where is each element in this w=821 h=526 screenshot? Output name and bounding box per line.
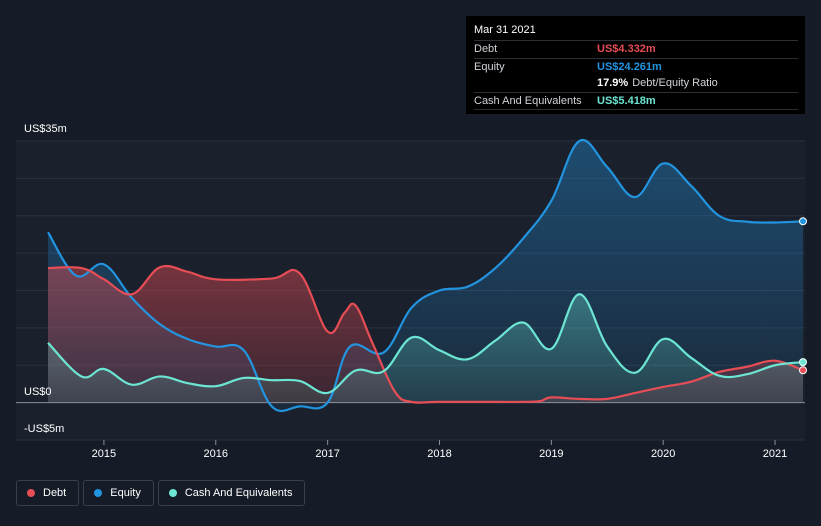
tooltip-row-ratio: 17.9% Debt/Equity Ratio — [474, 75, 798, 92]
x-tick-label: 2015 — [92, 448, 116, 460]
legend-label: Cash And Equivalents — [184, 487, 293, 499]
y-axis-label: US$0 — [24, 386, 52, 398]
legend-item-equity[interactable]: Equity — [83, 480, 154, 506]
legend-dot-icon — [168, 489, 177, 497]
y-axis-label: -US$5m — [24, 423, 64, 435]
legend-item-cash-and-equivalents[interactable]: Cash And Equivalents — [157, 480, 306, 506]
tooltip-row-value: US$5.418m — [597, 94, 656, 107]
tooltip-ratio-note: Debt/Equity Ratio — [632, 77, 718, 90]
endpoint-debt — [799, 366, 807, 375]
y-axis-label: US$35m — [24, 123, 67, 135]
area-debt — [48, 266, 803, 403]
endpoint-cash-and-equivalents — [799, 358, 807, 367]
line-debt — [47, 264, 804, 404]
tooltip-row-value: US$24.261m — [597, 60, 662, 73]
tooltip-row-label: Equity — [474, 60, 505, 73]
legend-dot-icon — [27, 489, 35, 497]
line-cash-and-equivalents — [47, 293, 804, 395]
x-tick-label: 2021 — [763, 448, 787, 460]
legend: Debt Equity Cash And Equivalents — [16, 480, 306, 506]
line-equity — [47, 138, 804, 413]
series-endpoints — [799, 217, 807, 375]
legend-label: Equity — [110, 487, 141, 499]
x-tick-label: 2016 — [204, 448, 228, 460]
x-tick-label: 2017 — [315, 448, 339, 460]
tooltip-row-equity: Equity US$24.261m — [474, 57, 798, 76]
tooltip-row-cash: Cash And Equivalents US$5.418m — [474, 91, 798, 110]
tooltip-row-value: US$4.332m — [597, 43, 656, 56]
area-cash-and-equivalents — [48, 294, 803, 403]
series-lines — [47, 138, 804, 413]
y-axis-labels: US$35m US$0 -US$5m — [24, 123, 67, 435]
x-tick-label: 2020 — [651, 448, 675, 460]
x-tick-label: 2019 — [539, 448, 563, 460]
tooltip-row-value: 17.9% — [597, 77, 629, 90]
tooltip-row-debt: Debt US$4.332m — [474, 40, 798, 58]
tooltip-date: Mar 31 2021 — [474, 24, 536, 36]
legend-dot-icon — [94, 489, 103, 497]
x-axis-ticks: 2015 2016 2017 2018 2019 2020 2021 — [92, 440, 787, 460]
tooltip-row-label: Debt — [474, 43, 498, 56]
legend-label: Debt — [43, 487, 67, 499]
legend-item-debt[interactable]: Debt — [16, 480, 80, 506]
x-tick-label: 2018 — [427, 448, 451, 460]
area-equity — [48, 139, 803, 412]
tooltip: Mar 31 2021 Debt US$4.332m Equity US$24.… — [466, 16, 805, 114]
tooltip-row-label: Cash And Equivalents — [474, 94, 582, 107]
endpoint-equity — [799, 217, 807, 226]
series-areas — [48, 139, 803, 412]
